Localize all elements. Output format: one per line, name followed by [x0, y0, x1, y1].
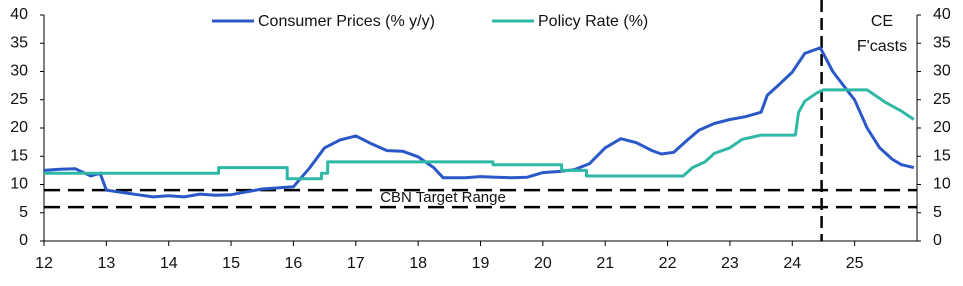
y-tick-label: 10 [10, 176, 28, 193]
x-tick-label: 23 [721, 255, 739, 272]
x-tick-label: 19 [472, 255, 490, 272]
y-tick-label: 25 [10, 91, 28, 108]
legend-label: Consumer Prices (% y/y) [258, 13, 435, 30]
x-tick-label: 20 [534, 255, 552, 272]
x-tick-label: 13 [97, 255, 115, 272]
y2-tick-label: 5 [933, 204, 942, 221]
x-tick-label: 22 [659, 255, 677, 272]
y-tick-label: 35 [10, 34, 28, 51]
x-tick-label: 15 [222, 255, 240, 272]
y-tick-label: 15 [10, 147, 28, 164]
legend-label: Policy Rate (%) [538, 13, 648, 30]
y2-tick-label: 20 [933, 119, 951, 136]
y2-tick-label: 0 [933, 232, 942, 249]
y-tick-label: 20 [10, 119, 28, 136]
x-tick-label: 16 [285, 255, 303, 272]
x-tick-label: 24 [783, 255, 801, 272]
y2-tick-label: 30 [933, 63, 951, 80]
y-tick-label: 5 [19, 204, 28, 221]
y2-tick-label: 10 [933, 176, 951, 193]
series-line [44, 88, 915, 181]
y2-tick-label: 40 [933, 6, 951, 23]
y2-tick-label: 25 [933, 91, 951, 108]
y-tick-label: 40 [10, 6, 28, 23]
y-tick-label: 0 [19, 232, 28, 249]
series-line [43, 46, 915, 199]
y2-tick-label: 15 [933, 147, 951, 164]
annotation: CBN Target Range [380, 189, 506, 206]
annotation: F'casts [857, 38, 907, 55]
x-tick-label: 14 [160, 255, 178, 272]
y-tick-label: 30 [10, 63, 28, 80]
x-tick-label: 18 [409, 255, 427, 272]
x-tick-label: 25 [846, 255, 864, 272]
x-tick-label: 17 [347, 255, 365, 272]
x-tick-label: 21 [596, 255, 614, 272]
annotation: CE [871, 13, 893, 30]
x-tick-label: 12 [35, 255, 53, 272]
y2-tick-label: 35 [933, 34, 951, 51]
